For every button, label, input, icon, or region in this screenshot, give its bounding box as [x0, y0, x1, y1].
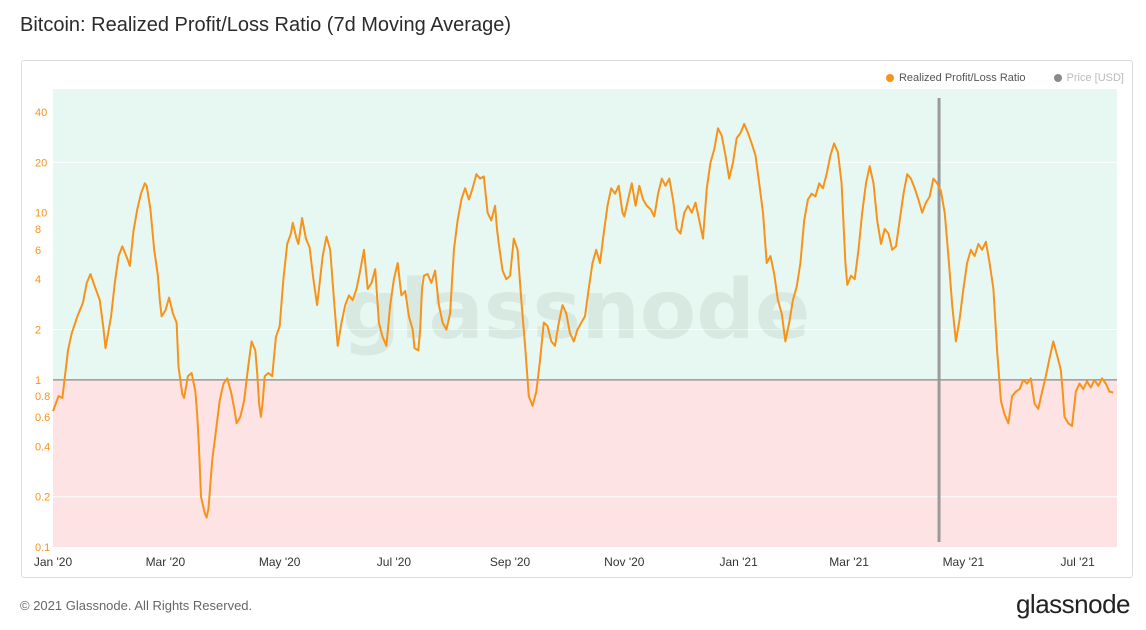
- brand-logo: glassnode: [1015, 589, 1131, 619]
- y-tick-label: 20: [35, 157, 47, 169]
- legend-item-profit-loss-ratio[interactable]: Realized Profit/Loss Ratio: [885, 72, 1026, 84]
- chart-plot: glassnode 0.1 0.2 0.4 0.6 0.8 1 2 4 6 8 10 20 40 Jan…: [34, 89, 1117, 569]
- legend-item-price[interactable]: Price [USD]: [1053, 72, 1124, 84]
- y-tick-label: 8: [35, 224, 41, 236]
- y-tick-label: 6: [35, 245, 41, 257]
- x-tick-label: May '21: [943, 555, 985, 569]
- legend-label: Price [USD]: [1066, 72, 1124, 84]
- y-tick-label: 2: [35, 325, 41, 337]
- copyright-text: © 2021 Glassnode. All Rights Reserved.: [20, 598, 253, 613]
- watermark: glassnode: [342, 263, 811, 358]
- y-tick-label: 1: [35, 375, 41, 387]
- y-tick-label: 0.8: [35, 391, 50, 403]
- chart-legend: Realized Profit/Loss Ratio Price [USD]: [885, 72, 1124, 84]
- y-tick-label: 0.4: [35, 441, 50, 453]
- y-tick-label: 4: [35, 274, 41, 286]
- y-tick-label: 0.2: [35, 492, 50, 504]
- legend-label: Realized Profit/Loss Ratio: [898, 72, 1026, 84]
- x-axis-ticks: Jan '20 Mar '20 May '20 Jul '20 Sep '20 Nov '…: [34, 555, 1095, 569]
- x-tick-label: Mar '20: [146, 555, 186, 569]
- y-tick-label: 40: [35, 107, 47, 119]
- y-tick-label: 0.6: [35, 412, 50, 424]
- chart-title: Bitcoin: Realized Profit/Loss Ratio (7d …: [20, 14, 511, 36]
- y-tick-label: 10: [35, 208, 47, 220]
- legend-dot-gray-icon: [1053, 74, 1062, 82]
- y-axis-ticks: 0.1 0.2 0.4 0.6 0.8 1 2 4 6 8 10 20 40: [35, 107, 50, 554]
- y-tick-label: 0.1: [35, 542, 50, 554]
- x-tick-label: Jul '21: [1061, 555, 1096, 569]
- x-tick-label: Nov '20: [604, 555, 645, 569]
- x-tick-label: Jan '21: [719, 555, 758, 569]
- x-tick-label: Sep '20: [490, 555, 531, 569]
- legend-dot-orange-icon: [885, 74, 894, 82]
- series-line-realized-profit-loss-ratio: [52, 122, 1114, 519]
- x-tick-label: Jan '20: [34, 555, 73, 569]
- x-tick-label: May '20: [259, 555, 301, 569]
- x-tick-label: Mar '21: [829, 555, 869, 569]
- x-tick-label: Jul '20: [377, 555, 412, 569]
